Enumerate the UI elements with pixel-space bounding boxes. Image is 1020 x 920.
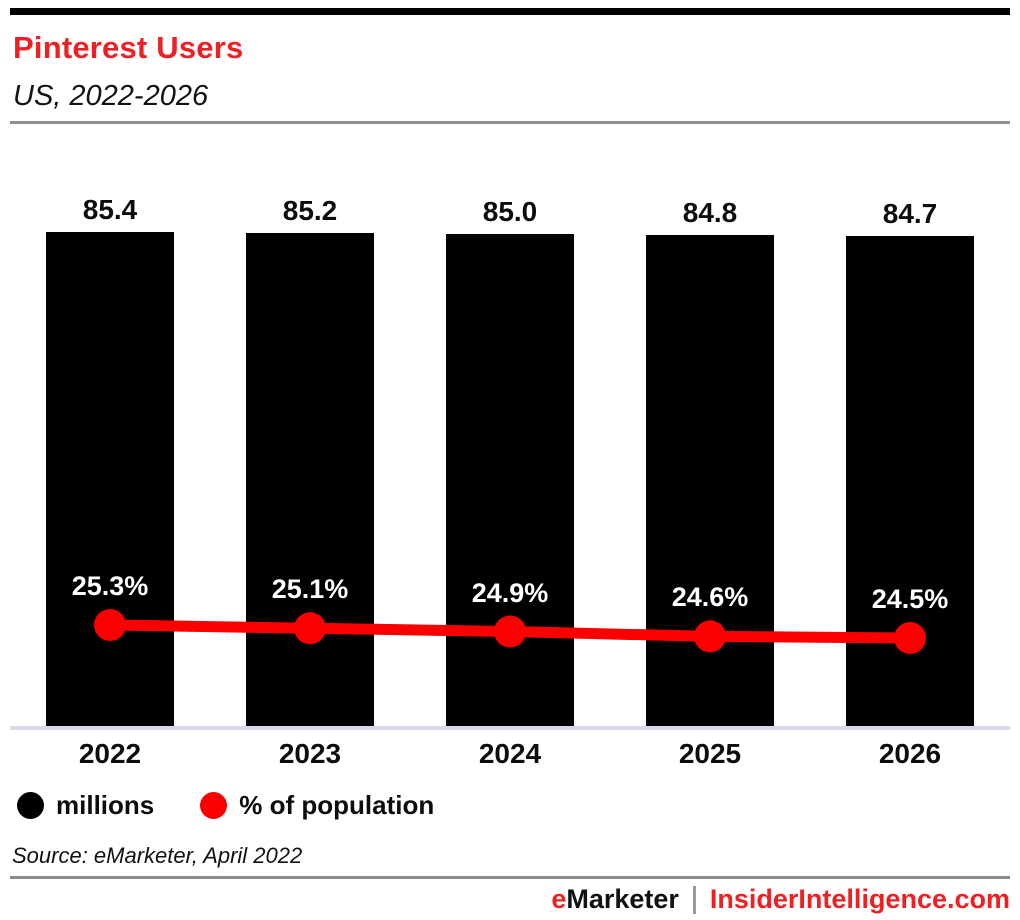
footer-separator <box>692 885 696 914</box>
insider-intelligence-link[interactable]: InsiderIntelligence.com <box>709 884 1010 914</box>
emarketer-logo-rest: Marketer <box>566 884 679 914</box>
bar-2026 <box>846 236 974 726</box>
bar-value-label: 84.8 <box>682 197 738 228</box>
line-point-label: 24.6% <box>671 582 749 613</box>
line-point-label: 25.1% <box>271 574 349 605</box>
page-subtitle: US, 2022-2026 <box>13 80 209 112</box>
line-point-label: 25.3% <box>71 571 149 601</box>
x-axis-label-2023: 2023 <box>278 738 342 769</box>
bar-2024 <box>446 234 574 726</box>
legend-item-millions: millions <box>17 790 154 821</box>
source-note: Source: eMarketer, April 2022 <box>12 843 303 868</box>
emarketer-logo: eMarketer <box>551 884 679 915</box>
footer-divider <box>10 876 1010 879</box>
legend-label: millions <box>56 790 155 820</box>
legend-item-pct-of-population: % of population <box>200 790 434 821</box>
bar-value-label: 84.7 <box>882 198 938 229</box>
bar-2022 <box>46 232 174 726</box>
pct-of-population-swatch-icon <box>200 792 228 819</box>
page-title: Pinterest Users <box>13 30 244 65</box>
top-rule <box>10 8 1010 15</box>
legend-label: % of population <box>239 790 435 820</box>
legend: millions % of population <box>17 790 434 821</box>
header-divider <box>10 121 1010 124</box>
footer-brand-bar: eMarketer InsiderIntelligence.com <box>551 884 1010 915</box>
x-axis-baseline <box>10 726 1010 730</box>
x-axis-label-2025: 2025 <box>678 738 742 769</box>
emarketer-logo-e: e <box>551 884 567 914</box>
x-axis-label-2024: 2024 <box>478 738 542 769</box>
millions-swatch-icon <box>17 792 44 819</box>
line-point-label: 24.5% <box>871 584 949 614</box>
bar-value-label: 85.2 <box>282 195 338 226</box>
bar-2023 <box>246 233 374 726</box>
bar-2025 <box>646 235 774 726</box>
line-point-label: 24.9% <box>471 577 549 608</box>
bar-value-label: 85.4 <box>82 194 138 225</box>
x-axis-label-2026: 2026 <box>878 738 942 769</box>
x-axis-label-2022: 2022 <box>78 738 142 769</box>
bar-value-label: 85.0 <box>482 196 538 227</box>
